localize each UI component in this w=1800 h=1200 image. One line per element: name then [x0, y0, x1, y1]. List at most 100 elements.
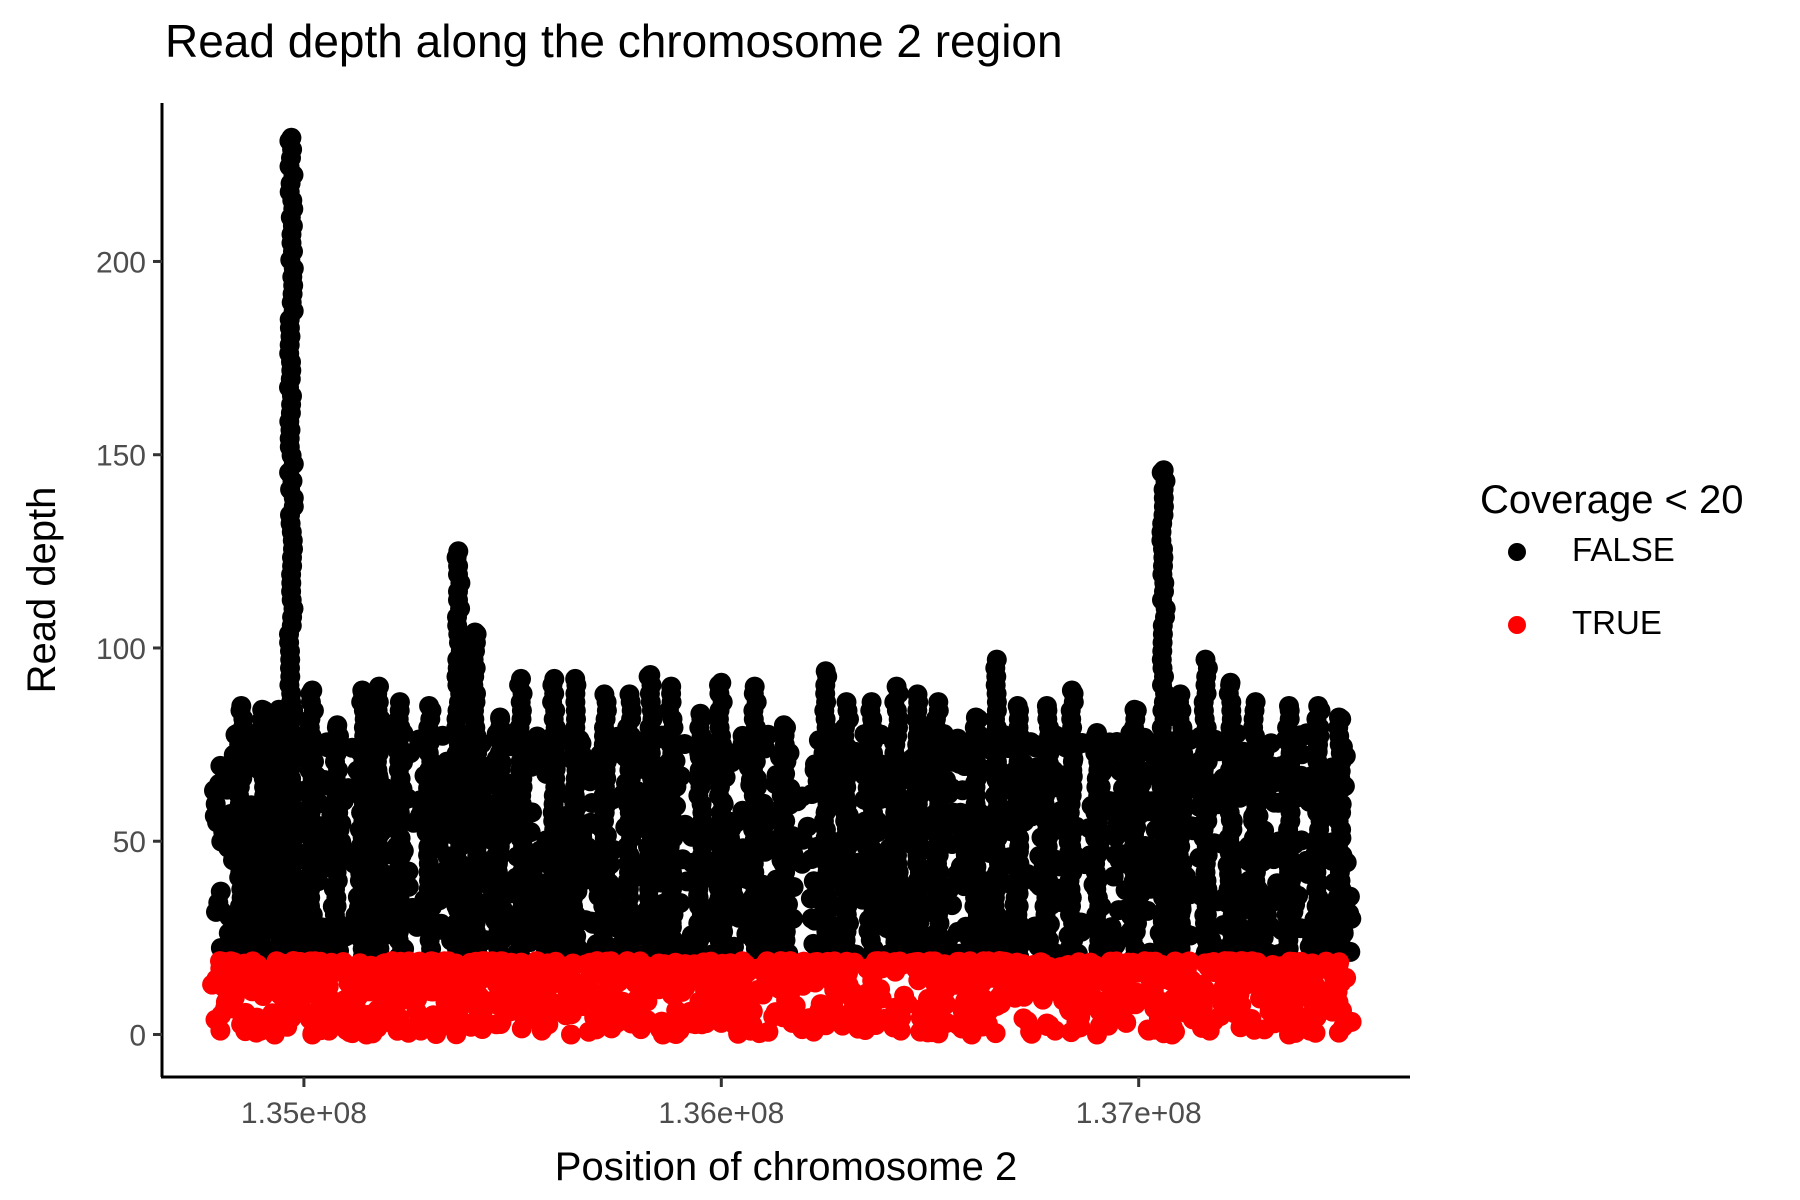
series-true-point	[910, 1021, 931, 1042]
series-false-peak	[352, 680, 373, 701]
y-tick-label: 0	[129, 1019, 146, 1052]
series-true-point	[815, 1001, 836, 1022]
series-true-point	[723, 979, 744, 1000]
series-false-peak	[1245, 692, 1266, 713]
series-true-point	[763, 1006, 784, 1027]
series-true-point	[470, 1002, 491, 1023]
series-false-peak	[252, 699, 273, 720]
series-true-point	[533, 960, 554, 980]
series-true-point	[870, 979, 891, 1000]
legend-key-false	[1508, 543, 1526, 561]
series-true-point	[487, 967, 508, 988]
series-true-point	[423, 1005, 444, 1026]
series-true-point	[494, 1001, 515, 1022]
series-true-point	[410, 1020, 431, 1041]
series-true-point	[861, 957, 882, 977]
series-true-point	[869, 1009, 890, 1029]
x-tick-label: 1.36e+08	[658, 1097, 784, 1130]
y-tick-label: 50	[113, 826, 146, 859]
series-true-point	[1138, 1020, 1159, 1041]
series-true-point	[561, 1024, 581, 1045]
series-false-peak	[302, 680, 323, 701]
series-true-point	[597, 969, 618, 990]
x-tick-label: 1.35e+08	[241, 1097, 367, 1130]
series-false-peak	[490, 707, 511, 728]
legend-item-false: FALSE	[1480, 523, 1744, 596]
series-true-point	[1264, 1013, 1285, 1034]
series-false-peak	[1007, 696, 1028, 716]
series-true-point	[381, 1009, 402, 1029]
series-false-peak	[369, 676, 389, 697]
series-true-point	[223, 998, 244, 1019]
series-false-peak	[1220, 672, 1241, 693]
series-false-peak	[544, 668, 565, 689]
y-tick-label: 200	[96, 246, 146, 279]
y-tick-label: 150	[96, 440, 146, 473]
series-true-point	[815, 1015, 836, 1036]
y-axis-label: Read depth	[20, 487, 64, 694]
series-true-point	[619, 965, 640, 986]
series-true-point	[541, 992, 562, 1013]
series-true-point	[885, 961, 906, 982]
series-true-point	[1020, 1021, 1041, 1042]
series-true-point	[273, 998, 294, 1019]
series-true-point	[1192, 998, 1213, 1019]
series-false-peak	[511, 668, 531, 689]
series-true-point	[1028, 977, 1049, 997]
series-true-point	[401, 990, 422, 1011]
series-true-point	[376, 977, 397, 998]
series-false-peak	[448, 541, 469, 562]
legend-item-true: TRUE	[1480, 596, 1744, 669]
series-true-point	[531, 1020, 552, 1041]
series-true-point	[1095, 971, 1115, 992]
series-true-point	[1176, 1002, 1196, 1023]
series-true-point	[897, 993, 918, 1014]
series-true-point	[239, 972, 260, 993]
series-true-point	[979, 957, 1000, 978]
series-true-point	[576, 955, 597, 976]
series-false-peak	[594, 684, 615, 705]
series-false-peak	[1061, 680, 1082, 701]
series-true-point	[1133, 988, 1154, 1009]
series-true-point	[1154, 964, 1175, 985]
series-true-point	[243, 1012, 264, 1033]
series-true-point	[367, 999, 388, 1020]
series-true-point	[652, 1024, 673, 1045]
series-false-peak	[389, 692, 410, 713]
series-true-point	[740, 1020, 761, 1041]
series-true-point	[490, 951, 511, 972]
series-true-point	[246, 954, 267, 975]
series-true-point	[586, 1016, 607, 1037]
series-true-point	[1096, 990, 1117, 1011]
legend: Coverage < 20 FALSE TRUE	[1480, 478, 1744, 669]
series-true-point	[469, 986, 490, 1007]
x-axis-ticks: 1.35e+08 1.36e+08 1.37e+08	[241, 1077, 1202, 1130]
series-true-point	[1096, 956, 1117, 977]
chart-title: Read depth along the chromosome 2 region	[165, 15, 1063, 67]
series-true-point	[1116, 1012, 1137, 1033]
series-true-point	[1241, 1009, 1262, 1029]
series-true-point	[813, 954, 834, 974]
series-true-point	[1316, 955, 1337, 976]
series-true-point	[671, 964, 692, 985]
series-true-point	[587, 993, 608, 1014]
legend-label-false: FALSE	[1572, 531, 1675, 568]
series-false-peak	[886, 676, 907, 697]
series-true-point	[936, 1012, 957, 1033]
series-true-point	[1199, 1020, 1220, 1041]
series-false-peak	[640, 665, 661, 685]
series-true-point	[677, 1012, 698, 1033]
series-true-points	[202, 951, 1362, 1045]
series-true-point	[1199, 953, 1220, 973]
series-true-point	[1279, 1024, 1299, 1045]
series-true-point	[936, 994, 957, 1015]
series-true-point	[991, 993, 1011, 1014]
series-true-point	[758, 967, 779, 988]
series-false-peak	[744, 676, 765, 697]
series-true-point	[1181, 970, 1202, 991]
series-false-peak	[1087, 723, 1107, 743]
series-false-point	[204, 780, 225, 801]
x-tick-label: 1.37e+08	[1076, 1097, 1202, 1130]
series-true-point	[514, 998, 535, 1019]
